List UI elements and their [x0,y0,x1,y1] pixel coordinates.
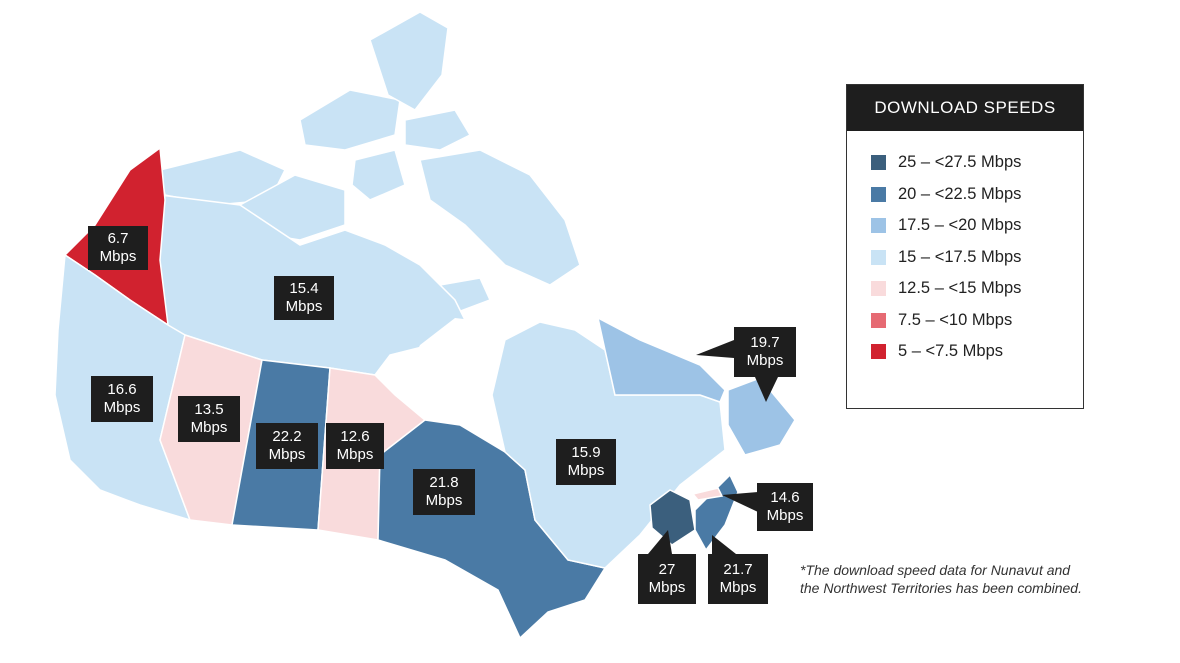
legend-item: 15 – <17.5 Mbps [871,242,1083,274]
pointer-pei [722,492,758,512]
speed-value: 6.7 [107,230,129,247]
speed-unit: Mbps [425,492,463,509]
legend-label: 12.5 – <15 Mbps [898,279,1022,298]
pointer-new-brunswick [648,530,672,554]
speed-value: 14.6 [770,489,800,506]
legend-label: 15 – <17.5 Mbps [898,247,1022,266]
footnote-line: the Northwest Territories has been combi… [800,580,1082,596]
label-new-brunswick: 27 Mbps [638,554,696,604]
speed-unit: Mbps [99,248,137,265]
speed-unit: Mbps [648,579,686,596]
speed-value: 12.6 [340,428,370,445]
arctic-island-queen-elizabeth [299,89,401,151]
legend-label: 7.5 – <10 Mbps [898,310,1013,329]
speed-unit: Mbps [746,352,784,369]
speed-value: 27 [658,561,676,578]
footnote: *The download speed data for Nunavut and… [800,561,1160,597]
speed-unit: Mbps [190,419,228,436]
speed-unit: Mbps [285,298,323,315]
legend-item: 12.5 – <15 Mbps [871,273,1083,305]
label-yukon: 6.7 Mbps [88,226,148,270]
legend-swatch [871,281,886,297]
label-alberta: 13.5 Mbps [178,396,240,442]
speed-value: 21.8 [429,474,459,491]
speed-value: 19.7 [750,334,780,351]
legend-item: 25 – <27.5 Mbps [871,147,1083,179]
label-saskatchewan: 22.2 Mbps [256,423,318,469]
legend-label: 25 – <27.5 Mbps [898,153,1022,172]
speed-unit: Mbps [336,446,374,463]
legend-label: 17.5 – <20 Mbps [898,216,1022,235]
legend-item: 5 – <7.5 Mbps [871,336,1083,368]
label-prince-edward-island: 14.6 Mbps [757,483,813,531]
speed-unit: Mbps [567,462,605,479]
legend-swatch [871,155,886,171]
pointer-newfoundland-left [696,340,734,358]
legend-swatch [871,218,886,234]
arctic-island-somerset [351,149,406,201]
label-newfoundland-labrador: 19.7 Mbps [734,327,796,377]
speed-value: 15.9 [571,444,601,461]
label-nova-scotia: 21.7 Mbps [708,554,768,604]
speed-unit: Mbps [103,399,141,416]
speed-unit: Mbps [719,579,757,596]
callout-pointers [648,340,778,554]
speed-unit: Mbps [766,507,804,524]
legend-item: 7.5 – <10 Mbps [871,305,1083,337]
speed-value: 15.4 [289,280,319,297]
legend: DOWNLOAD SPEEDS 25 – <27.5 Mbps 20 – <22… [846,84,1084,409]
speed-value: 16.6 [107,381,137,398]
province-labrador [596,316,726,403]
label-british-columbia: 16.6 Mbps [91,376,153,422]
label-quebec: 15.9 Mbps [556,439,616,485]
arctic-island-devon [404,109,472,151]
province-nova-scotia [694,473,739,552]
label-ontario: 21.8 Mbps [413,469,475,515]
legend-label: 5 – <7.5 Mbps [898,342,1004,361]
speed-value: 13.5 [194,401,224,418]
label-manitoba: 12.6 Mbps [326,423,384,469]
speed-value: 21.7 [723,561,753,578]
legend-swatch [871,344,886,360]
legend-label: 20 – <22.5 Mbps [898,184,1022,203]
label-nwt-nunavut: 15.4 Mbps [274,276,334,320]
arctic-island-baffin [419,149,581,286]
speed-value: 22.2 [272,428,302,445]
arctic-island-ellesmere [369,11,449,111]
pointer-nova-scotia [712,535,736,554]
legend-swatch [871,186,886,202]
pointer-newfoundland-down [755,377,778,402]
province-pei [691,487,724,501]
legend-swatch [871,249,886,265]
footnote-line: *The download speed data for Nunavut and [800,562,1071,578]
legend-item: 17.5 – <20 Mbps [871,210,1083,242]
legend-swatch [871,312,886,328]
legend-title: DOWNLOAD SPEEDS [847,85,1083,131]
hudson-bay [395,318,505,425]
legend-list: 25 – <27.5 Mbps 20 – <22.5 Mbps 17.5 – <… [847,131,1083,368]
legend-item: 20 – <22.5 Mbps [871,179,1083,211]
speed-unit: Mbps [268,446,306,463]
